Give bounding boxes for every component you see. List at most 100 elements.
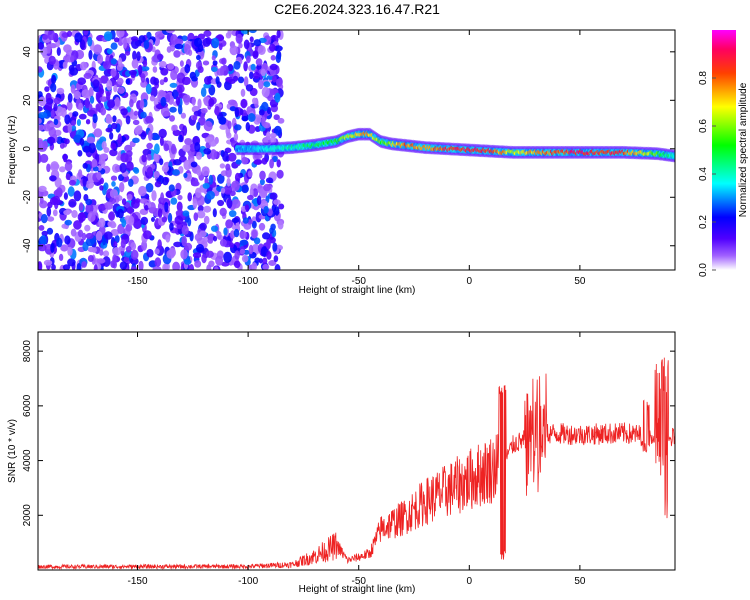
heatmap-cell (251, 262, 258, 270)
heatmap-cell (78, 202, 84, 212)
heatmap-cell (71, 210, 78, 218)
heatmap-cell (227, 30, 232, 37)
heatmap-cell (106, 79, 113, 91)
heatmap-cell (63, 192, 68, 200)
heatmap-cell (96, 171, 102, 181)
heatmap-cell (39, 153, 49, 163)
heatmap-cell (265, 177, 274, 184)
heatmap-cell (96, 258, 106, 264)
heatmap-cell (234, 250, 240, 260)
heatmap-cell (93, 44, 103, 55)
heatmap-cell (79, 137, 85, 146)
heatmap-cell (79, 61, 88, 71)
heatmap-cell (231, 180, 240, 192)
heatmap-cell (78, 102, 83, 111)
heatmap-cell (181, 225, 189, 235)
heatmap-cell (176, 201, 183, 212)
heatmap-cell (146, 142, 153, 150)
heatmap-cell (263, 183, 272, 192)
heatmap-cell (154, 143, 160, 155)
heatmap-cell (153, 134, 161, 140)
heatmap-cell (76, 119, 81, 126)
heatmap-cell (39, 235, 47, 246)
heatmap-cell (167, 212, 173, 224)
heatmap-cell (64, 219, 73, 226)
snr-frame (37, 331, 676, 571)
heatmap-cell (76, 263, 82, 270)
heatmap-cell (180, 112, 186, 119)
heatmap-cell (227, 152, 237, 162)
heatmap-cell (82, 162, 88, 169)
heatmap-cell (214, 105, 220, 116)
heatmap-cell (252, 97, 257, 105)
heatmap-cell (196, 210, 206, 219)
heatmap-cell (208, 139, 217, 147)
heatmap-cell (205, 250, 214, 258)
y-tick-label: 8000 (22, 340, 33, 363)
heatmap-cell (70, 55, 75, 63)
heatmap-cell (259, 170, 266, 181)
heatmap-cell (276, 159, 281, 168)
heatmap-cell (177, 194, 183, 201)
heatmap-cell (86, 136, 96, 144)
heatmap-cell (38, 152, 42, 164)
x-tick-label: 0 (467, 276, 473, 287)
heatmap-cell (175, 96, 181, 106)
heatmap-cell (138, 185, 147, 197)
heatmap-cell (166, 249, 175, 259)
heatmap-cell (175, 210, 182, 216)
heatmap-cell (163, 143, 170, 152)
heatmap-cell (241, 115, 249, 122)
heatmap-cell (67, 124, 73, 134)
snr-x-axis-label: Height of straight line (km) (299, 584, 416, 595)
heatmap-cell (46, 206, 52, 217)
heatmap-cell (235, 221, 240, 231)
heatmap-cell (269, 43, 276, 52)
heatmap-cell (247, 113, 256, 122)
heatmap-cell (258, 222, 266, 231)
heatmap-cell (109, 132, 114, 140)
heatmap-cell (227, 63, 234, 72)
colorbar-tick-label: 0.6 (698, 119, 709, 133)
heatmap-cell (255, 211, 262, 223)
heatmap-cell (261, 86, 270, 98)
heatmap-cell (276, 78, 283, 87)
heatmap-cell (214, 266, 219, 270)
heatmap-cell (231, 198, 241, 209)
heatmap-cell (92, 113, 98, 124)
heatmap-cell (110, 42, 118, 50)
heatmap-cell (260, 68, 266, 77)
heatmap-cell (269, 158, 274, 169)
heatmap-cell (133, 167, 140, 174)
heatmap-cell (262, 257, 268, 265)
heatmap-cell (87, 36, 93, 47)
heatmap-cell (181, 76, 191, 86)
heatmap-cell (253, 159, 263, 165)
heatmap-cell (125, 246, 132, 253)
heatmap-cell (251, 220, 257, 229)
heatmap-cell (164, 201, 169, 213)
heatmap-cell (109, 149, 118, 157)
heatmap-cell (196, 169, 202, 176)
heatmap-cell (261, 116, 266, 127)
heatmap-cell (110, 58, 117, 65)
heatmap-cell (108, 211, 115, 221)
heatmap-cell (102, 256, 111, 267)
heatmap-cell (132, 137, 140, 143)
heatmap-cell (241, 156, 249, 165)
heatmap-cell (201, 253, 207, 264)
heatmap-cell (73, 90, 82, 100)
y-tick-label: 40 (22, 46, 33, 58)
heatmap-cell (196, 121, 201, 131)
heatmap-cell (194, 260, 202, 268)
heatmap-cell (252, 71, 260, 80)
heatmap-cell (200, 112, 205, 119)
heatmap-cell (83, 30, 89, 36)
heatmap-cell (203, 215, 210, 225)
heatmap-cell (139, 99, 145, 110)
heatmap-cell (265, 239, 271, 250)
heatmap-cell (225, 163, 231, 171)
heatmap-cell (132, 119, 140, 126)
heatmap-cell (223, 251, 233, 263)
heatmap-cell (107, 221, 112, 227)
